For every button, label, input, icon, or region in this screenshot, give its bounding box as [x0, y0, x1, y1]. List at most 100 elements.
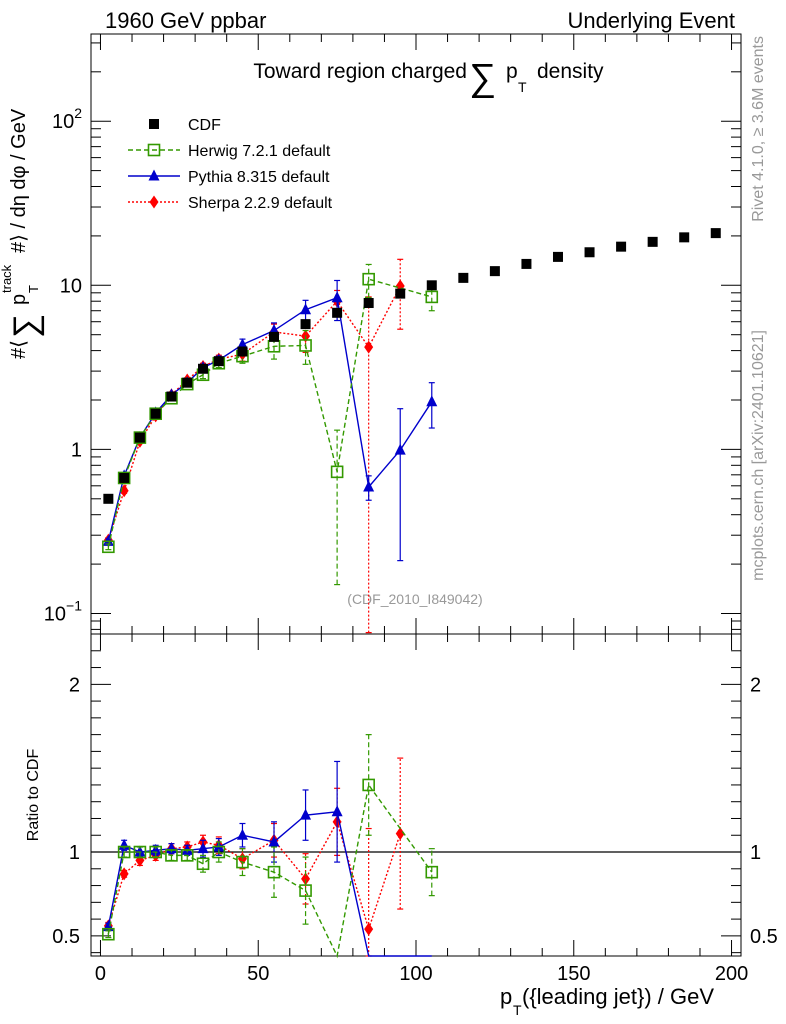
x-label-sub: T: [513, 1002, 522, 1018]
marker-square: [166, 391, 177, 402]
marker-square: [332, 307, 343, 318]
marker-open-square: [117, 845, 131, 859]
ratio-line: [107, 811, 432, 957]
title-p: p: [506, 60, 518, 83]
title-sigma: ∑: [469, 57, 496, 99]
marker-diamond: [149, 195, 159, 209]
marker-triangle: [236, 828, 248, 840]
marker-open-square: [362, 778, 375, 792]
marker-square: [679, 232, 690, 243]
y-tick-label: 102: [52, 105, 82, 133]
ratio-tick-label: 0.5: [52, 926, 80, 948]
x-label-rest: ({leading jet}) / GeV: [522, 984, 714, 1009]
marker-open-square: [330, 465, 344, 479]
marker-square: [521, 258, 532, 269]
ratio-line: [107, 783, 433, 959]
ratio-tick-label-right: 1: [750, 842, 761, 864]
marker-square: [363, 298, 374, 309]
x-label-p: p: [500, 984, 512, 1009]
legend-label: Herwig 7.2.1 default: [188, 143, 331, 160]
y-tick-label: 10: [60, 275, 82, 297]
ratio-tick-label-right: 0.5: [750, 926, 778, 948]
marker-square: [458, 272, 469, 283]
y-label-sup: track: [0, 264, 14, 293]
marker-triangle: [300, 303, 312, 315]
marker-square: [710, 228, 721, 239]
marker-triangle: [148, 169, 160, 181]
marker-square: [552, 251, 563, 262]
marker-open-square: [147, 143, 161, 157]
marker-open-square: [180, 849, 194, 862]
ratio-y-label: Ratio to CDF: [25, 749, 42, 842]
y-label-rest: #⟩ / dη dφ / GeV: [8, 108, 30, 253]
ratio-tick-label: 2: [69, 674, 80, 696]
header-left: 1960 GeV ppbar: [105, 8, 266, 33]
marker-open-square: [102, 540, 115, 554]
marker-open-square: [236, 855, 249, 869]
marker-open-square: [149, 845, 162, 859]
legend: CDF Herwig 7.2.1 default Pythia 8.315 defa…: [128, 117, 333, 212]
marker-triangle: [331, 291, 343, 303]
marker-triangle: [197, 842, 209, 854]
marker-open-square: [267, 865, 281, 879]
ratio-frame: [90, 633, 742, 957]
marker-square: [489, 266, 500, 277]
marker-open-square: [425, 290, 439, 304]
x-tick-label: 50: [247, 963, 269, 985]
x-tick-label: 100: [399, 963, 432, 985]
analysis-id: (CDF_2010_I849042): [347, 591, 482, 607]
y-tick-label: 10−1: [44, 597, 82, 625]
legend-label: Sherpa 2.2.9 default: [188, 195, 333, 212]
marker-open-square: [362, 272, 375, 286]
marker-open-square: [299, 884, 312, 897]
marker-square: [198, 363, 209, 374]
marker-triangle: [300, 808, 312, 820]
marker-open-square: [117, 471, 131, 485]
x-tick-label: 150: [557, 963, 590, 985]
title-density: density: [537, 60, 604, 83]
y-label-open: #⟨: [8, 340, 30, 359]
marker-diamond: [119, 867, 129, 881]
marker-triangle: [394, 443, 406, 455]
marker-square: [149, 119, 159, 129]
marker-open-square: [149, 407, 162, 421]
series-main: [102, 228, 721, 634]
marker-diamond: [395, 827, 405, 841]
ratio-tick-label: 1: [69, 842, 80, 864]
marker-square: [300, 319, 311, 330]
y-tick-label: 1: [71, 439, 82, 461]
x-tick-label: 0: [95, 963, 106, 985]
marker-triangle: [134, 845, 146, 857]
marker-square: [150, 408, 161, 419]
marker-triangle: [236, 338, 248, 350]
marker-triangle: [363, 480, 375, 492]
marker-open-square: [299, 339, 312, 352]
marker-open-square: [165, 849, 178, 862]
marker-square: [647, 236, 658, 247]
mcplots-label: mcplots.cern.ch [arXiv:2401.10621]: [750, 330, 767, 581]
marker-open-square: [133, 431, 147, 444]
marker-triangle: [102, 534, 114, 546]
axes: 0 50 100 150 200 10−1 1 10 102 0.5 0.5 1 1 2 2: [44, 34, 778, 985]
y-label-p: p: [8, 294, 30, 305]
marker-square: [119, 472, 130, 483]
marker-square: [103, 493, 114, 504]
rivet-label: Rivet 4.1.0, ≥ 3.6M events: [750, 36, 767, 222]
ratio-tick-label-right: 2: [750, 674, 761, 696]
marker-triangle: [331, 805, 343, 817]
legend-label: Pythia 8.315 default: [188, 169, 330, 186]
x-tick-label: 200: [715, 963, 748, 985]
marker-diamond: [301, 872, 311, 886]
header-right: Underlying Event: [567, 8, 735, 33]
marker-square: [134, 432, 145, 443]
marker-open-square: [425, 865, 439, 879]
marker-square: [426, 280, 437, 291]
marker-triangle: [426, 395, 438, 407]
marker-open-square: [133, 845, 147, 859]
marker-square: [269, 331, 280, 342]
title-sub: T: [518, 79, 527, 95]
legend-label: CDF: [188, 117, 221, 134]
marker-open-square: [212, 845, 226, 859]
y-axis-label: #⟨ ∑ p T track #⟩ / dη dφ / GeV: [0, 108, 45, 359]
